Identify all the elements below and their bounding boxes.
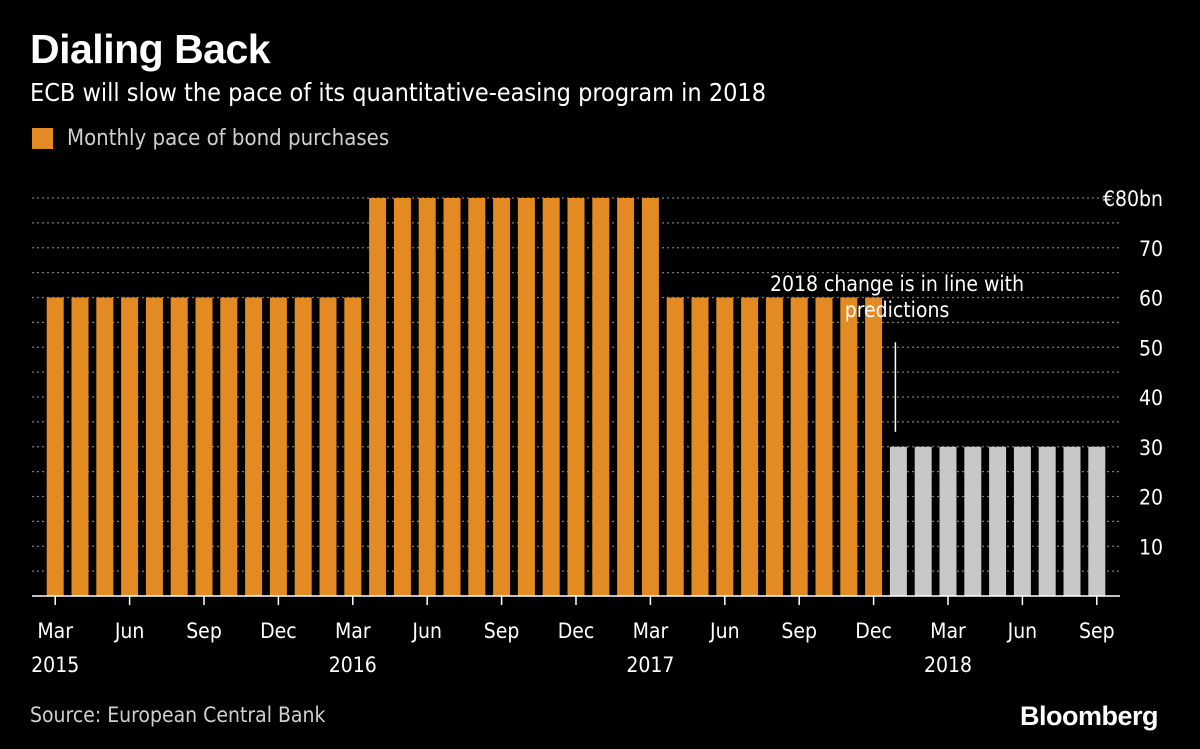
bar [121, 297, 139, 596]
bar [914, 446, 932, 596]
legend: Monthly pace of bond purchases [32, 126, 389, 151]
y-tick-label: 40 [1139, 386, 1163, 410]
x-tick-year-label: 2017 [626, 653, 674, 677]
chart-title: Dialing Back [30, 26, 271, 72]
bar [815, 297, 833, 596]
bar [939, 446, 957, 596]
bar [468, 198, 486, 596]
bar [493, 198, 511, 596]
x-tick-month-label: Dec [260, 619, 297, 643]
bar [1013, 446, 1031, 596]
bar [567, 198, 585, 596]
y-tick-label: 20 [1139, 486, 1163, 510]
bar [71, 297, 89, 596]
y-tick-label: 30 [1139, 436, 1163, 460]
y-tick-label: 10 [1139, 535, 1163, 559]
x-tick-month-label: Jun [114, 619, 145, 643]
x-tick-month-label: Dec [855, 619, 892, 643]
bar [989, 446, 1007, 596]
bar [964, 446, 982, 596]
bar [46, 297, 64, 596]
y-tick-label: 70 [1139, 237, 1163, 261]
bar [666, 297, 684, 596]
x-tick-month-label: Sep [1079, 619, 1115, 643]
bar [344, 297, 362, 596]
x-tick-month-label: Sep [186, 619, 222, 643]
bar [369, 198, 387, 596]
bar [170, 297, 188, 596]
y-tick-label: €80bn [1103, 187, 1163, 211]
bar [319, 297, 337, 596]
chart-subtitle: ECB will slow the pace of its quantitati… [30, 78, 767, 107]
annotation-text-line-2: predictions [845, 298, 950, 322]
x-tick-month-label: Mar [37, 619, 73, 643]
x-tick-month-label: Sep [484, 619, 520, 643]
bar [889, 446, 907, 596]
y-tick-label: 60 [1139, 287, 1163, 311]
bar [542, 198, 560, 596]
bar [765, 297, 783, 596]
legend-swatch-orange [32, 128, 53, 149]
x-tick-month-label: Sep [781, 619, 817, 643]
bar [716, 297, 734, 596]
bar [592, 198, 610, 596]
x-tick-month-label: Jun [411, 619, 442, 643]
bar [393, 198, 411, 596]
bar [517, 198, 535, 596]
bar [1063, 446, 1081, 596]
bar [195, 297, 213, 596]
x-tick-month-label: Mar [335, 619, 371, 643]
bar [96, 297, 114, 596]
bar [790, 297, 808, 596]
annotation-text-line-1: 2018 change is in line with [770, 272, 1024, 296]
bar [418, 198, 436, 596]
bar [220, 297, 238, 596]
x-tick-year-label: 2015 [31, 653, 79, 677]
x-tick-month-label: Dec [558, 619, 595, 643]
x-tick-month-label: Jun [709, 619, 740, 643]
bar [245, 297, 263, 596]
x-tick-month-label: Jun [1007, 619, 1038, 643]
bloomberg-logo: Bloomberg [1019, 701, 1159, 731]
bar [865, 297, 883, 596]
bar [617, 198, 635, 596]
x-tick-year-label: 2018 [924, 653, 972, 677]
legend-label: Monthly pace of bond purchases [67, 126, 390, 151]
bar [269, 297, 287, 596]
bar [1088, 446, 1106, 596]
bar [641, 198, 659, 596]
x-tick-month-label: Mar [930, 619, 966, 643]
x-tick-month-label: Mar [633, 619, 669, 643]
bar [840, 297, 858, 596]
bar [145, 297, 163, 596]
source-note: Source: European Central Bank [30, 703, 326, 727]
y-tick-label: 50 [1139, 336, 1163, 360]
bar [294, 297, 312, 596]
bar [691, 297, 709, 596]
x-tick-year-label: 2016 [329, 653, 377, 677]
bar [1038, 446, 1056, 596]
bar [443, 198, 461, 596]
bar [741, 297, 759, 596]
